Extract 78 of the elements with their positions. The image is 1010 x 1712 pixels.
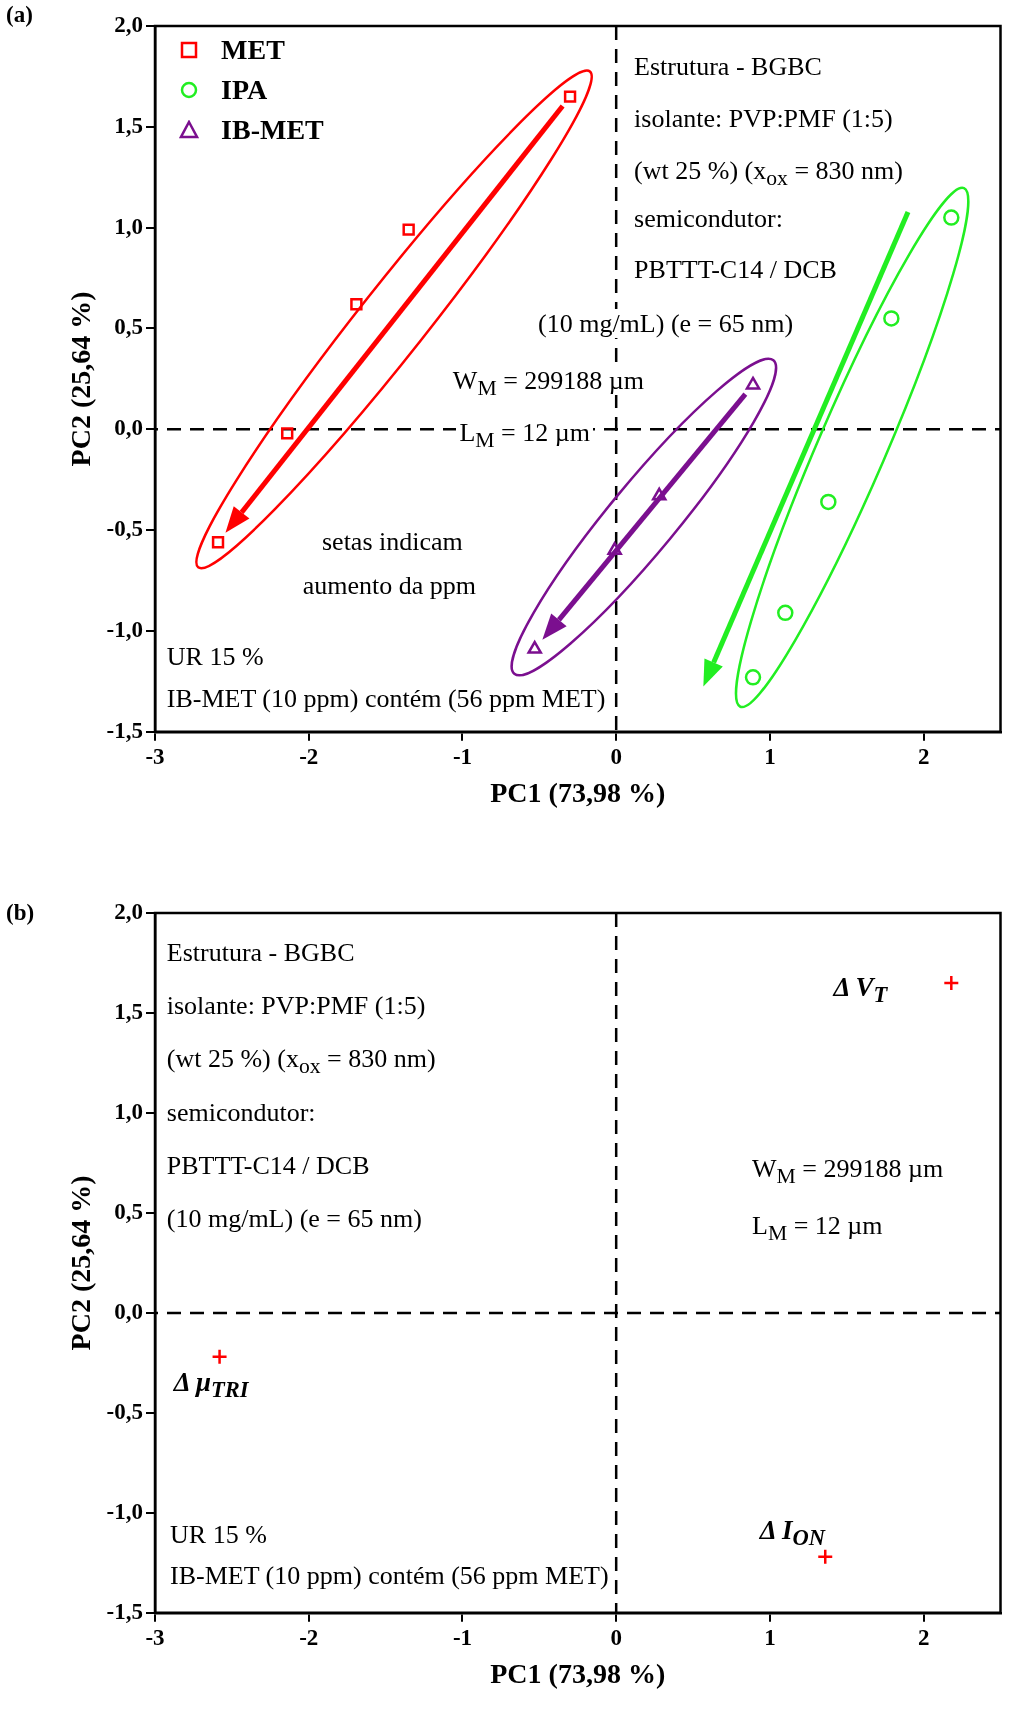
- y-axis-title: PC2 (25,64 %): [65, 291, 97, 467]
- x-tick-label: 1: [764, 1624, 776, 1650]
- point: [211, 536, 225, 549]
- y-tick-label: -1,0: [106, 616, 144, 642]
- annotation: (10 mg/mL) (e = 65 nm): [535, 308, 797, 338]
- point: [777, 604, 794, 622]
- point: [817, 1548, 834, 1566]
- annotation: (10 mg/mL) (e = 65 nm): [163, 1204, 425, 1234]
- annotation: setas indicam aumento da ppm: [302, 527, 480, 601]
- annotation: isolante: PVP:PMF (1:5): [163, 991, 429, 1021]
- x-tick-label: -3: [145, 743, 165, 769]
- point: [744, 669, 762, 686]
- y-tick-label: 1,5: [114, 998, 144, 1024]
- annotation: IB-MET (10 ppm) contém (56 ppm MET): [163, 684, 609, 714]
- annotation: Estrutura - BGBC: [631, 52, 825, 82]
- annotation: L$_{M}$ = 12 µm: [458, 418, 591, 453]
- x-tick-label: 1: [764, 743, 776, 769]
- annotation: UR 15 %: [167, 1519, 270, 1549]
- annotation: W$_{M}$ = 299188 µm: [451, 365, 646, 400]
- point: [527, 640, 543, 654]
- legend-label: IPA: [221, 74, 268, 106]
- point: [402, 223, 415, 236]
- annotation: L$_{M}$ = 12 µm: [751, 1210, 884, 1245]
- legend-label: MET: [221, 34, 285, 66]
- y-tick-label: -1,5: [106, 717, 144, 743]
- annotation: UR 15 %: [163, 641, 267, 671]
- point: [281, 427, 294, 440]
- y-tick-label: 2,0: [114, 898, 144, 924]
- point: [350, 298, 363, 311]
- annotation: (wt 25 %) (x$_{ox}$ = 830 nm): [633, 155, 904, 191]
- chart-title: (b): [6, 900, 35, 926]
- x-tick-label: -2: [299, 743, 319, 769]
- y-axis-title: PC2 (25,64 %): [65, 1175, 97, 1351]
- legend-label: IB-MET: [221, 114, 324, 146]
- point: [651, 487, 667, 501]
- chart-title: (a): [6, 2, 33, 28]
- x-axis-title: PC1 (73,98 %): [490, 777, 666, 809]
- point: [943, 974, 960, 992]
- point: [563, 90, 577, 103]
- x-tick-label: -3: [145, 1624, 165, 1650]
- x-tick-label: 2: [917, 1624, 930, 1650]
- text: Δ V$_{T}$: [833, 971, 888, 1008]
- y-tick-label: -1,0: [106, 1498, 144, 1524]
- annotation: IB-MET (10 ppm) contém (56 ppm MET): [167, 1561, 612, 1591]
- annotation: semicondutor:: [631, 204, 786, 233]
- annotation: PBTTT-C14 / DCB: [163, 1150, 373, 1180]
- point: [607, 542, 622, 556]
- y-tick-label: 1,0: [114, 213, 144, 239]
- annotation: Estrutura - BGBC: [163, 937, 358, 967]
- x-axis-title: PC1 (73,98 %): [490, 1658, 666, 1690]
- annotation: W$_{M}$ = 299188 µm: [751, 1153, 945, 1189]
- y-tick-label: 1,0: [114, 1098, 144, 1124]
- annotation: semicondutor:: [163, 1098, 319, 1128]
- y-tick-label: 0,0: [114, 415, 144, 441]
- y-tick-label: -1,5: [106, 1598, 144, 1624]
- x-tick-label: -1: [452, 1624, 473, 1650]
- y-tick-label: 2,0: [114, 11, 144, 37]
- y-tick-label: 0,5: [114, 314, 144, 340]
- x-tick-label: -2: [299, 1624, 319, 1650]
- x-tick-label: 2: [917, 743, 930, 769]
- series-label: Δ I$_{ON}$: [759, 1514, 825, 1552]
- y-tick-label: -0,5: [106, 516, 144, 542]
- point: [883, 310, 900, 327]
- y-tick-label: 1,5: [114, 112, 144, 138]
- point: [820, 493, 837, 511]
- point: [943, 209, 960, 226]
- x-tick-label: 0: [610, 743, 622, 769]
- series-label: Δ μ$_{TRI}$: [173, 1367, 249, 1404]
- annotation: (wt 25 %) (x$_{ox}$ = 830 nm): [165, 1043, 437, 1078]
- y-tick-label: -0,5: [106, 1398, 144, 1424]
- point: [211, 1348, 228, 1366]
- point: [745, 376, 761, 390]
- x-tick-label: 0: [610, 1624, 622, 1650]
- annotation: PBTTT-C14 / DCB: [631, 255, 840, 285]
- y-tick-label: 0,0: [114, 1298, 144, 1324]
- y-tick-label: 0,5: [114, 1198, 144, 1224]
- x-tick-label: -1: [452, 743, 473, 769]
- annotation: isolante: PVP:PMF (1:5): [631, 103, 896, 133]
